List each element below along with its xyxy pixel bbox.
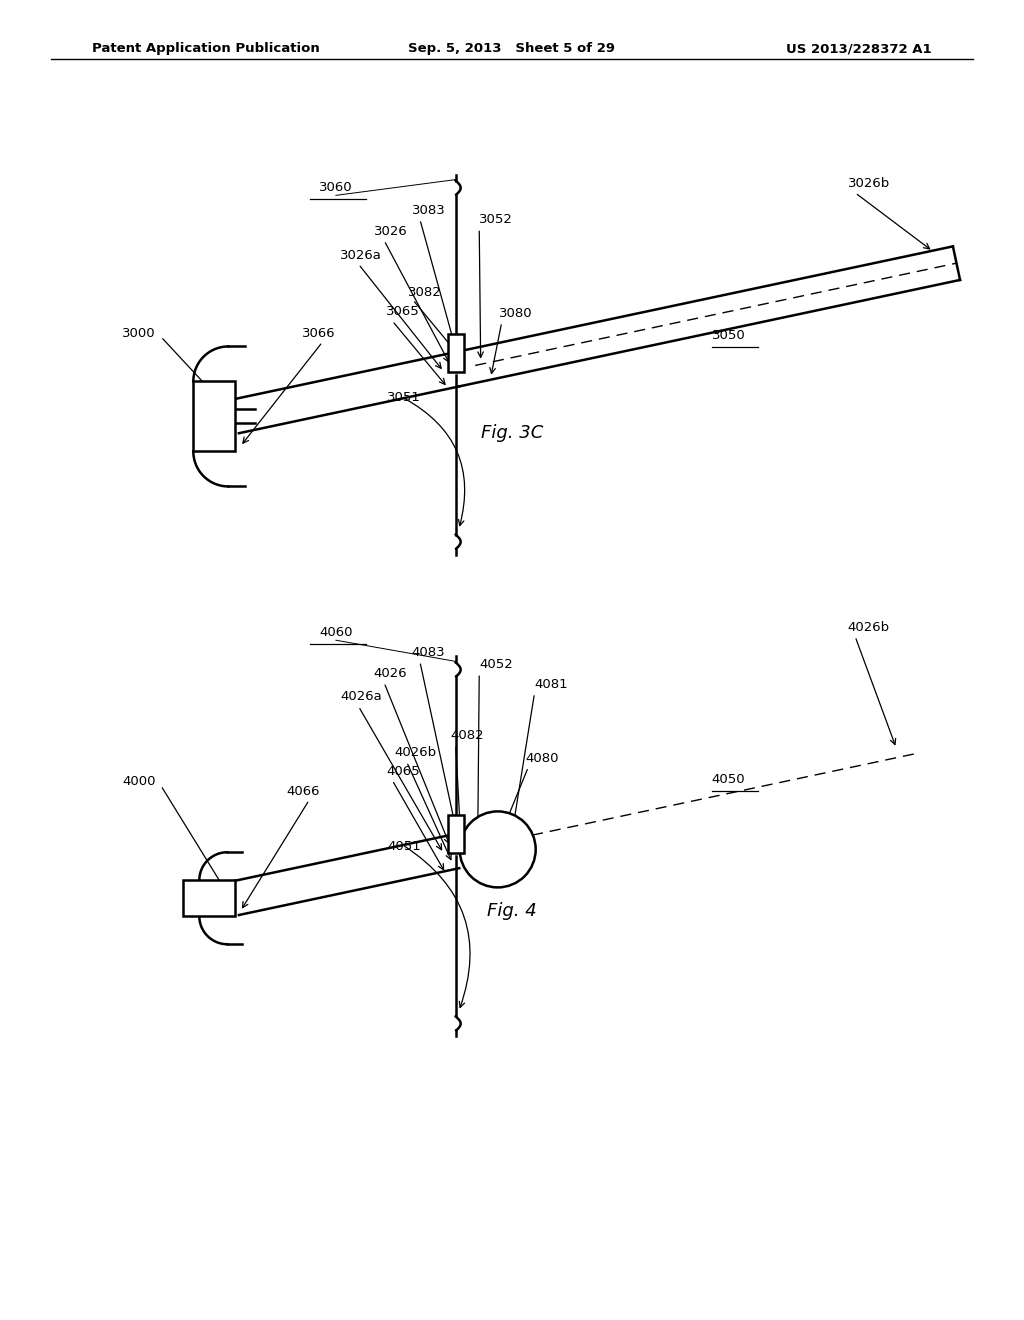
Text: 4026b: 4026b: [848, 620, 890, 634]
Text: 3082: 3082: [408, 285, 441, 298]
Text: Patent Application Publication: Patent Application Publication: [92, 42, 319, 55]
Circle shape: [460, 812, 536, 887]
Text: 4051: 4051: [387, 840, 421, 853]
Text: 4026b: 4026b: [394, 746, 436, 759]
Text: 3065: 3065: [386, 305, 420, 318]
Text: 3052: 3052: [479, 213, 513, 226]
Text: 4083: 4083: [412, 645, 445, 659]
Bar: [447, 334, 464, 372]
Bar: [194, 381, 236, 451]
Text: 3060: 3060: [319, 181, 352, 194]
Text: 3051: 3051: [387, 391, 421, 404]
Text: 4082: 4082: [451, 729, 484, 742]
Text: Fig. 3C: Fig. 3C: [481, 424, 543, 442]
Text: 4066: 4066: [287, 784, 321, 797]
Text: 3083: 3083: [412, 203, 445, 216]
Text: US 2013/228372 A1: US 2013/228372 A1: [786, 42, 932, 55]
Text: 3026: 3026: [374, 224, 408, 238]
Text: 3050: 3050: [712, 329, 745, 342]
Bar: [447, 816, 464, 854]
Text: 4081: 4081: [535, 677, 568, 690]
Text: 4080: 4080: [525, 751, 559, 764]
Text: 4026a: 4026a: [340, 689, 382, 702]
Text: 3026b: 3026b: [848, 177, 890, 190]
Text: 3080: 3080: [499, 306, 532, 319]
Text: 4065: 4065: [386, 764, 420, 777]
Text: 3000: 3000: [122, 326, 156, 339]
Text: 4060: 4060: [319, 626, 352, 639]
Text: 4026: 4026: [374, 667, 408, 680]
Text: 4050: 4050: [712, 772, 745, 785]
Text: Fig. 4: Fig. 4: [487, 902, 537, 920]
Text: 4052: 4052: [479, 657, 513, 671]
Text: 3066: 3066: [302, 326, 336, 339]
Text: 4000: 4000: [122, 775, 156, 788]
Text: Sep. 5, 2013   Sheet 5 of 29: Sep. 5, 2013 Sheet 5 of 29: [409, 42, 615, 55]
Bar: [183, 880, 236, 916]
Text: 3026a: 3026a: [340, 248, 382, 261]
